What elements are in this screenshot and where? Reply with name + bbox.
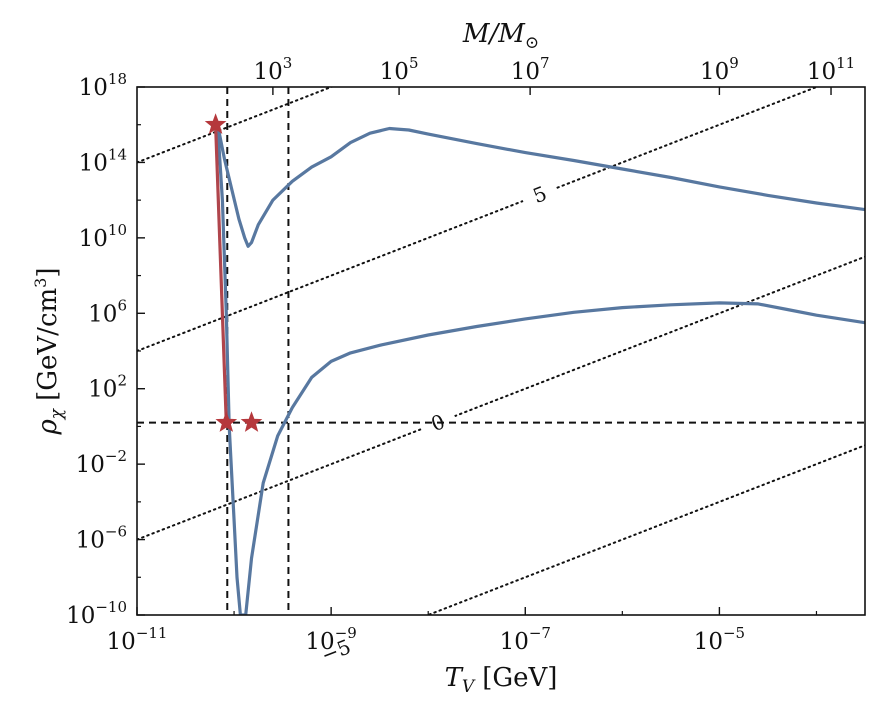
star-marker-1 <box>215 411 238 432</box>
top-tick-label-0: 103 <box>253 54 292 85</box>
contour-line-0 <box>425 444 865 615</box>
top-tick-label-2: 107 <box>511 54 550 85</box>
y-tick-label-2: 10−2 <box>76 447 127 478</box>
y-axis-label: ρχ[GeV/cm3] <box>31 267 67 435</box>
x-tick-label-0: 10−11 <box>107 624 168 655</box>
contour-label-bg-2 <box>518 176 561 213</box>
top-tick-label-4: 1011 <box>807 54 855 85</box>
series-line-1 <box>216 123 865 615</box>
star-marker-2 <box>240 411 263 432</box>
star-marker-0 <box>204 113 227 134</box>
axis-ticks: 10−11 10−9 10−7 10−5 10−10 10−6 10−2 102 106 1010… <box>66 54 855 655</box>
x-tick-label-3: 10−5 <box>694 624 745 655</box>
top-tick-label-1: 105 <box>380 54 419 85</box>
y-tick-label-5: 1010 <box>79 221 127 252</box>
x-axis-label: TV [GeV] <box>445 663 558 697</box>
top-tick-label-3: 109 <box>700 54 739 85</box>
series-line-2 <box>214 123 228 425</box>
contour-line-1 <box>137 255 865 541</box>
series-line-0 <box>216 123 865 248</box>
y-tick-label-7: 1018 <box>79 70 127 101</box>
contour-line-2 <box>137 87 820 352</box>
plot-frame <box>136 86 866 616</box>
y-tick-label-0: 10−10 <box>66 598 127 629</box>
y-tick-label-3: 102 <box>88 372 127 403</box>
y-tick-label-4: 106 <box>88 296 127 327</box>
y-tick-label-6: 1014 <box>79 145 127 176</box>
top-axis-label: M/M⊙ <box>462 19 539 53</box>
markers <box>204 113 263 432</box>
contour-label-bg-0 <box>314 633 358 669</box>
y-tick-label-1: 10−6 <box>76 523 127 554</box>
x-tick-label-2: 10−7 <box>500 624 551 655</box>
x-tick-label-1: 10−9 <box>305 624 356 655</box>
reference-lines <box>137 87 865 615</box>
data-series <box>214 123 865 615</box>
